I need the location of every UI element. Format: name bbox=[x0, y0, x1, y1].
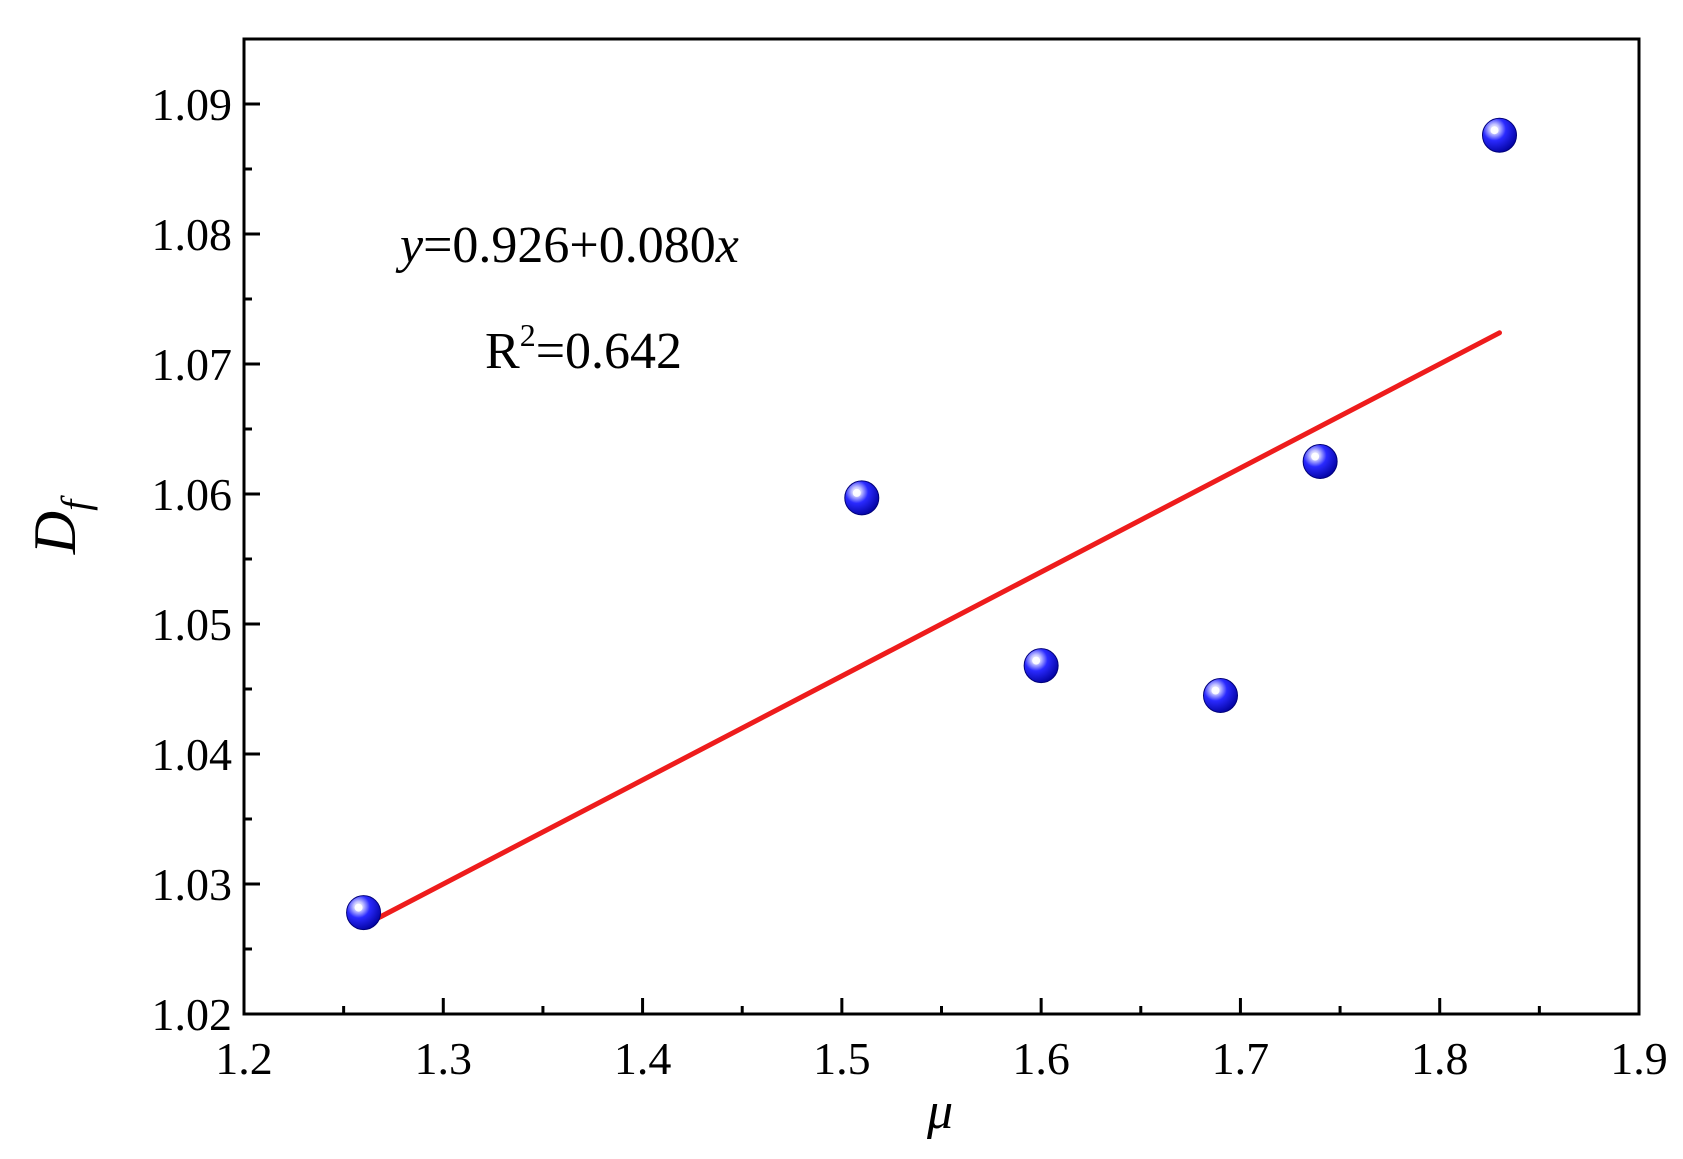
y-tick-label: 1.07 bbox=[152, 339, 233, 390]
y-tick-label: 1.06 bbox=[152, 469, 233, 520]
y-tick-label: 1.04 bbox=[152, 729, 233, 780]
x-tick-label: 1.8 bbox=[1411, 1033, 1469, 1084]
y-axis-ticks: 1.02 1.03 1.04 1.05 1.06 1.07 1.08 1.09 bbox=[152, 79, 260, 1040]
y-tick-label: 1.08 bbox=[152, 209, 233, 260]
x-tick-label: 1.5 bbox=[813, 1033, 871, 1084]
r-squared-r: R bbox=[485, 323, 520, 380]
x-tick-label: 1.3 bbox=[415, 1033, 473, 1084]
y-tick-label: 1.03 bbox=[152, 859, 233, 910]
y-tick-label: 1.02 bbox=[152, 989, 233, 1040]
y-axis-label: Df bbox=[22, 495, 98, 555]
x-tick-label: 1.2 bbox=[215, 1033, 273, 1084]
data-point bbox=[346, 895, 382, 931]
y-tick-label: 1.05 bbox=[152, 599, 233, 650]
r-squared-annotation: R2=0.642 bbox=[485, 317, 682, 380]
x-axis-label: μ bbox=[926, 1083, 953, 1140]
data-point bbox=[1203, 678, 1238, 713]
x-tick-label: 1.4 bbox=[614, 1033, 672, 1084]
data-point bbox=[1023, 648, 1059, 684]
r-squared-exponent: 2 bbox=[520, 317, 536, 353]
equation-rhs: =0.926+0.080 bbox=[423, 217, 716, 274]
equation-annotation: y=0.926+0.080x bbox=[395, 217, 739, 274]
x-tick-label: 1.7 bbox=[1212, 1033, 1270, 1084]
fit-line bbox=[361, 330, 1502, 929]
equation-y: y bbox=[395, 217, 424, 274]
data-point bbox=[1302, 444, 1338, 479]
x-axis-ticks: 1.2 1.3 1.4 1.5 1.6 1.7 1.8 1.9 bbox=[215, 998, 1668, 1084]
data-point bbox=[1482, 117, 1517, 153]
plot-frame bbox=[242, 37, 1641, 1016]
data-point bbox=[844, 480, 880, 516]
y-tick-label: 1.09 bbox=[152, 79, 233, 130]
x-tick-label: 1.9 bbox=[1610, 1033, 1668, 1084]
equation-x: x bbox=[715, 217, 739, 274]
y-axis-label-sub: f bbox=[53, 495, 98, 511]
y-axis-label-main: D bbox=[22, 511, 88, 555]
points-layer bbox=[346, 117, 1517, 931]
r-squared-value: =0.642 bbox=[536, 323, 682, 380]
x-tick-label: 1.6 bbox=[1012, 1033, 1070, 1084]
fit-layer bbox=[361, 330, 1502, 929]
